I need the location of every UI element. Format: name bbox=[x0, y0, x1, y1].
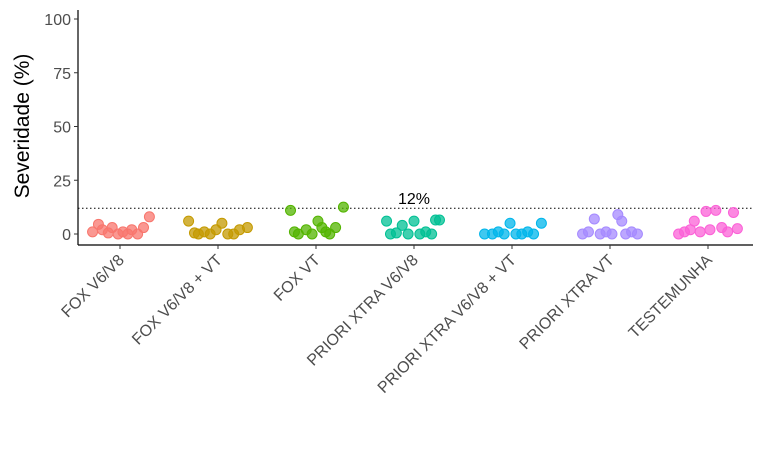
data-point bbox=[396, 219, 408, 231]
y-tick-label: 25 bbox=[53, 173, 71, 190]
data-point bbox=[700, 205, 712, 217]
x-tick-label: PRIORI XTRA V6/V8 bbox=[304, 252, 422, 370]
y-tick-label: 0 bbox=[62, 227, 71, 244]
reference-line-label: 12% bbox=[398, 191, 430, 208]
data-point bbox=[433, 214, 445, 226]
x-tick-label: TESTEMUNHA bbox=[626, 252, 716, 342]
data-point bbox=[731, 223, 743, 235]
data-point bbox=[710, 204, 722, 216]
data-point bbox=[241, 222, 253, 234]
data-point bbox=[402, 228, 414, 240]
x-tick-label: FOX VT bbox=[271, 252, 324, 305]
data-point bbox=[694, 226, 706, 238]
data-point bbox=[408, 215, 420, 227]
axes: 0 25 50 75 100 bbox=[44, 10, 753, 249]
data-point bbox=[337, 201, 349, 213]
y-tick-label: 100 bbox=[44, 12, 71, 29]
data-point bbox=[216, 217, 228, 229]
reference-line-group: 12% bbox=[78, 191, 753, 209]
x-tick-label: FOX V6/V8 bbox=[59, 252, 128, 321]
data-point bbox=[504, 217, 516, 229]
series-3 bbox=[381, 214, 445, 240]
series-5 bbox=[577, 209, 643, 240]
data-point bbox=[285, 204, 297, 216]
data-point bbox=[727, 207, 739, 218]
data-point bbox=[535, 217, 547, 229]
data-point bbox=[528, 228, 540, 240]
data-point bbox=[390, 227, 402, 239]
data-point bbox=[606, 228, 618, 240]
data-point bbox=[688, 215, 700, 227]
series-6 bbox=[673, 204, 743, 240]
data-point bbox=[143, 211, 155, 223]
data-point bbox=[426, 228, 438, 240]
data-point bbox=[306, 228, 318, 240]
data-point bbox=[498, 228, 510, 240]
y-tick-label: 50 bbox=[53, 120, 71, 137]
series-0 bbox=[87, 211, 155, 240]
data-point bbox=[183, 215, 195, 227]
x-tick-label: FOX V6/V8 + VT bbox=[129, 252, 226, 349]
series-2 bbox=[285, 201, 349, 240]
data-point bbox=[582, 226, 594, 238]
data-point bbox=[704, 224, 716, 236]
data-point bbox=[631, 228, 643, 240]
data-point bbox=[616, 215, 628, 227]
y-tick-label: 75 bbox=[53, 66, 71, 83]
data-point bbox=[588, 213, 600, 225]
series-1 bbox=[183, 215, 253, 240]
data-point bbox=[722, 226, 734, 238]
series-4 bbox=[479, 217, 547, 240]
data-points bbox=[87, 201, 743, 240]
data-point bbox=[330, 222, 342, 234]
data-point bbox=[381, 215, 393, 227]
y-axis-title: Severidade (%) bbox=[11, 54, 34, 199]
data-point bbox=[138, 222, 150, 234]
x-tick-label: PRIORI XTRA VT bbox=[517, 252, 618, 353]
